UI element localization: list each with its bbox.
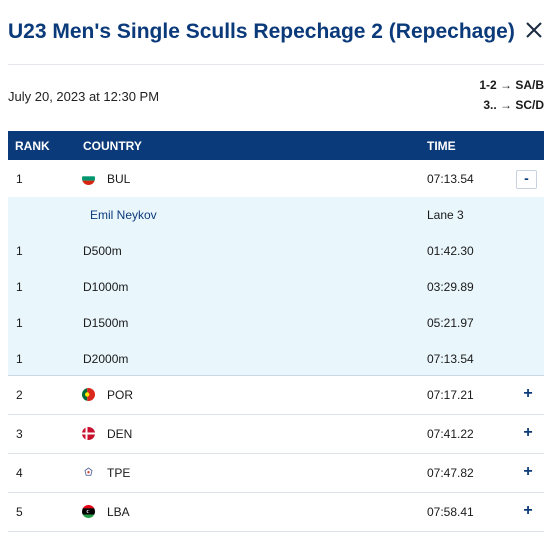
close-button[interactable] — [524, 20, 546, 46]
table-row[interactable]: 4 TPE 07:47.82 + — [8, 454, 544, 493]
split-time: 05:21.97 — [427, 316, 474, 330]
split-rank: 1 — [16, 280, 23, 294]
split-time: 01:42.30 — [427, 244, 474, 258]
country-cell: BUL — [107, 172, 131, 186]
progression-rule-2: 3.. → SC/D — [483, 98, 544, 112]
expand-button[interactable]: + — [523, 463, 533, 480]
collapse-button[interactable]: - — [516, 170, 537, 189]
rank-cell: 3 — [16, 427, 23, 441]
country-cell: POR — [107, 388, 134, 402]
time-cell: 07:17.21 — [427, 388, 474, 402]
split-rank: 1 — [16, 244, 23, 258]
rank-cell: 4 — [16, 466, 23, 480]
country-cell: LBA — [107, 505, 130, 519]
split-distance: D1000m — [83, 280, 129, 294]
page-title: U23 Men's Single Sculls Repechage 2 (Rep… — [8, 20, 515, 43]
results-table: RANK COUNTRY TIME 1 BUL 07:13.54 - Emil … — [8, 131, 544, 532]
split-distance: D500m — [83, 244, 122, 258]
split-rank: 1 — [16, 352, 23, 366]
rank-cell: 5 — [16, 505, 23, 519]
split-distance: D1500m — [83, 316, 129, 330]
col-rank-header: RANK — [15, 139, 50, 153]
table-row[interactable]: 5 LBA 07:58.41 + — [8, 493, 544, 532]
expand-button[interactable]: + — [523, 502, 533, 519]
expand-button[interactable]: + — [523, 424, 533, 441]
time-cell: 07:41.22 — [427, 427, 474, 441]
athlete-name: Emil Neykov — [90, 208, 157, 222]
table-row[interactable]: 3 DEN 07:41.22 + — [8, 415, 544, 454]
split-rank: 1 — [16, 316, 23, 330]
time-cell: 07:58.41 — [427, 505, 474, 519]
race-date: July 20, 2023 at 12:30 PM — [8, 89, 160, 104]
col-time-header: TIME — [427, 139, 456, 153]
portugal-flag-icon — [82, 388, 95, 401]
rank-cell: 2 — [16, 388, 23, 402]
split-time: 07:13.54 — [427, 352, 474, 366]
table-header: RANK COUNTRY TIME — [8, 131, 544, 160]
table-row[interactable]: 2 POR 07:17.21 + — [8, 376, 544, 415]
divider — [8, 64, 544, 65]
progression-rule-1: 1-2 → SA/B — [479, 78, 544, 92]
denmark-flag-icon — [82, 427, 95, 440]
table-row[interactable]: 1 BUL 07:13.54 - — [8, 160, 544, 197]
time-cell: 07:47.82 — [427, 466, 474, 480]
libya-flag-icon — [82, 505, 95, 518]
lane-label: Lane 3 — [427, 208, 464, 222]
row-detail-panel: Emil Neykov Lane 3 1 D500m 01:42.30 1 D1… — [8, 197, 544, 376]
bulgaria-flag-icon — [82, 172, 95, 185]
chinese-taipei-flag-icon — [82, 466, 95, 479]
country-cell: DEN — [107, 427, 133, 441]
col-country-header: COUNTRY — [83, 139, 142, 153]
time-cell: 07:13.54 — [427, 172, 474, 186]
split-time: 03:29.89 — [427, 280, 474, 294]
rank-cell: 1 — [16, 172, 23, 186]
expand-button[interactable]: + — [523, 385, 533, 402]
split-distance: D2000m — [83, 352, 129, 366]
close-icon — [526, 22, 542, 38]
country-cell: TPE — [107, 466, 131, 480]
